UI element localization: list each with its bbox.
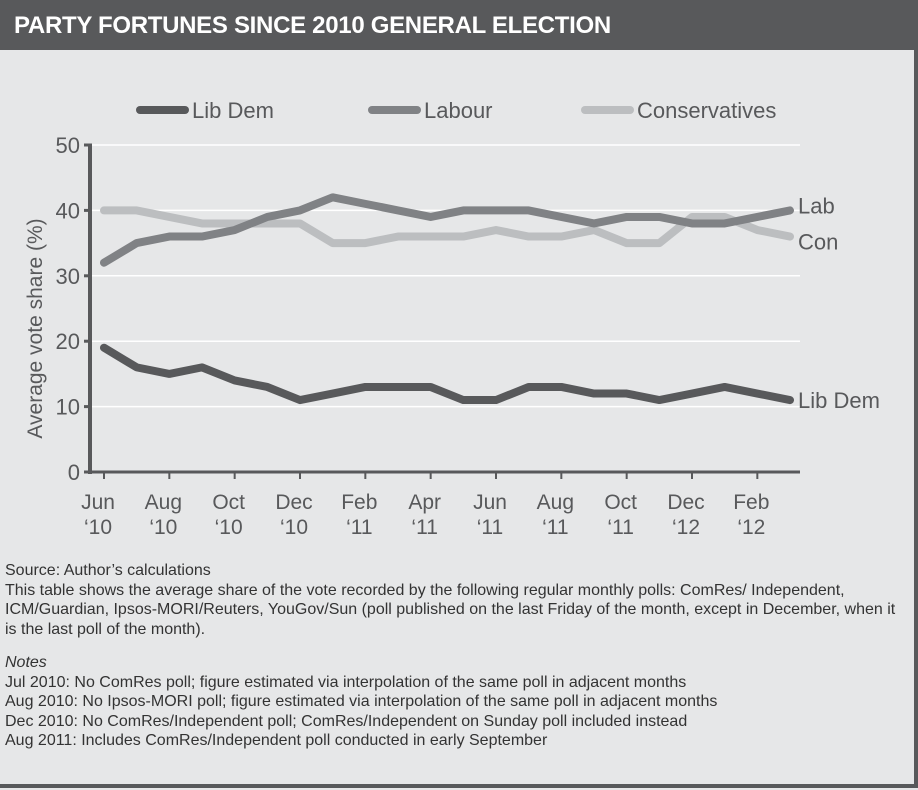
- note-item: Dec 2010: No ComRes/Independent poll; Co…: [5, 712, 688, 730]
- y-tick-label: 10: [56, 395, 80, 420]
- y-tick-label: 20: [56, 329, 80, 354]
- y-tick-label: 50: [56, 133, 80, 158]
- legend-label: Conservatives: [637, 98, 776, 123]
- end-label: Lab: [798, 193, 835, 218]
- x-tick-label: Feb: [733, 491, 769, 514]
- x-tick-label: Dec: [275, 491, 312, 514]
- note-item: Aug 2011: Includes ComRes/Independent po…: [5, 732, 548, 749]
- x-tick-label: ‘11: [477, 516, 503, 539]
- series-line-conservatives: [100, 206, 794, 248]
- frame-border: [914, 50, 918, 785]
- x-tick-label: ‘11: [607, 516, 633, 539]
- legend-label: Lib Dem: [192, 98, 274, 123]
- y-tick-label: 30: [56, 264, 80, 289]
- x-tick-label: ‘11: [411, 516, 437, 539]
- legend-label: Labour: [424, 98, 493, 123]
- x-tick-label: ‘10: [215, 516, 243, 539]
- end-label: Lib Dem: [798, 388, 880, 413]
- series-line-lib-dem: [100, 343, 794, 405]
- x-tick-label: ‘12: [737, 516, 765, 539]
- end-label: Con: [798, 230, 838, 255]
- series-line-labour: [100, 193, 794, 267]
- bottom-border: [0, 784, 918, 788]
- x-tick-label: Dec: [667, 491, 704, 514]
- x-tick-label: ‘10: [149, 516, 177, 539]
- source-text: Source: Author’s calculations: [5, 562, 211, 579]
- note-item: Aug 2010: No Ipsos-MORI poll; figure est…: [5, 693, 718, 710]
- x-tick-label: Jun: [473, 491, 507, 514]
- x-tick-label: Apr: [408, 491, 441, 514]
- x-tick-label: Oct: [604, 491, 637, 514]
- x-tick-label: ‘12: [672, 516, 700, 539]
- notes-block: Source: Author’s calculations This table…: [5, 561, 910, 751]
- x-tick-label: ‘11: [542, 516, 568, 539]
- x-tick-label: Aug: [145, 491, 182, 514]
- title-bar: PARTY FORTUNES SINCE 2010 GENERAL ELECTI…: [0, 0, 918, 50]
- y-tick-label: 0: [68, 460, 80, 485]
- x-tick-label: ‘10: [280, 516, 308, 539]
- line-chart: 01020304050Jun‘10Aug‘10Oct‘10Dec‘10Feb‘1…: [24, 98, 880, 539]
- x-tick-label: Aug: [537, 491, 574, 514]
- x-tick-label: Oct: [212, 491, 245, 514]
- x-tick-label: Feb: [341, 491, 377, 514]
- y-tick-label: 40: [56, 198, 80, 223]
- note-item: Jul 2010: No ComRes poll; figure estimat…: [5, 673, 687, 691]
- x-tick-label: ‘11: [346, 516, 372, 539]
- y-axis-label: Average vote share (%): [24, 218, 47, 438]
- x-tick-label: Jun: [81, 491, 115, 514]
- description-text: This table shows the average share of th…: [5, 581, 896, 638]
- notes-heading: Notes: [5, 654, 47, 671]
- x-tick-label: ‘10: [84, 516, 112, 539]
- chart-title: PARTY FORTUNES SINCE 2010 GENERAL ELECTI…: [14, 12, 611, 39]
